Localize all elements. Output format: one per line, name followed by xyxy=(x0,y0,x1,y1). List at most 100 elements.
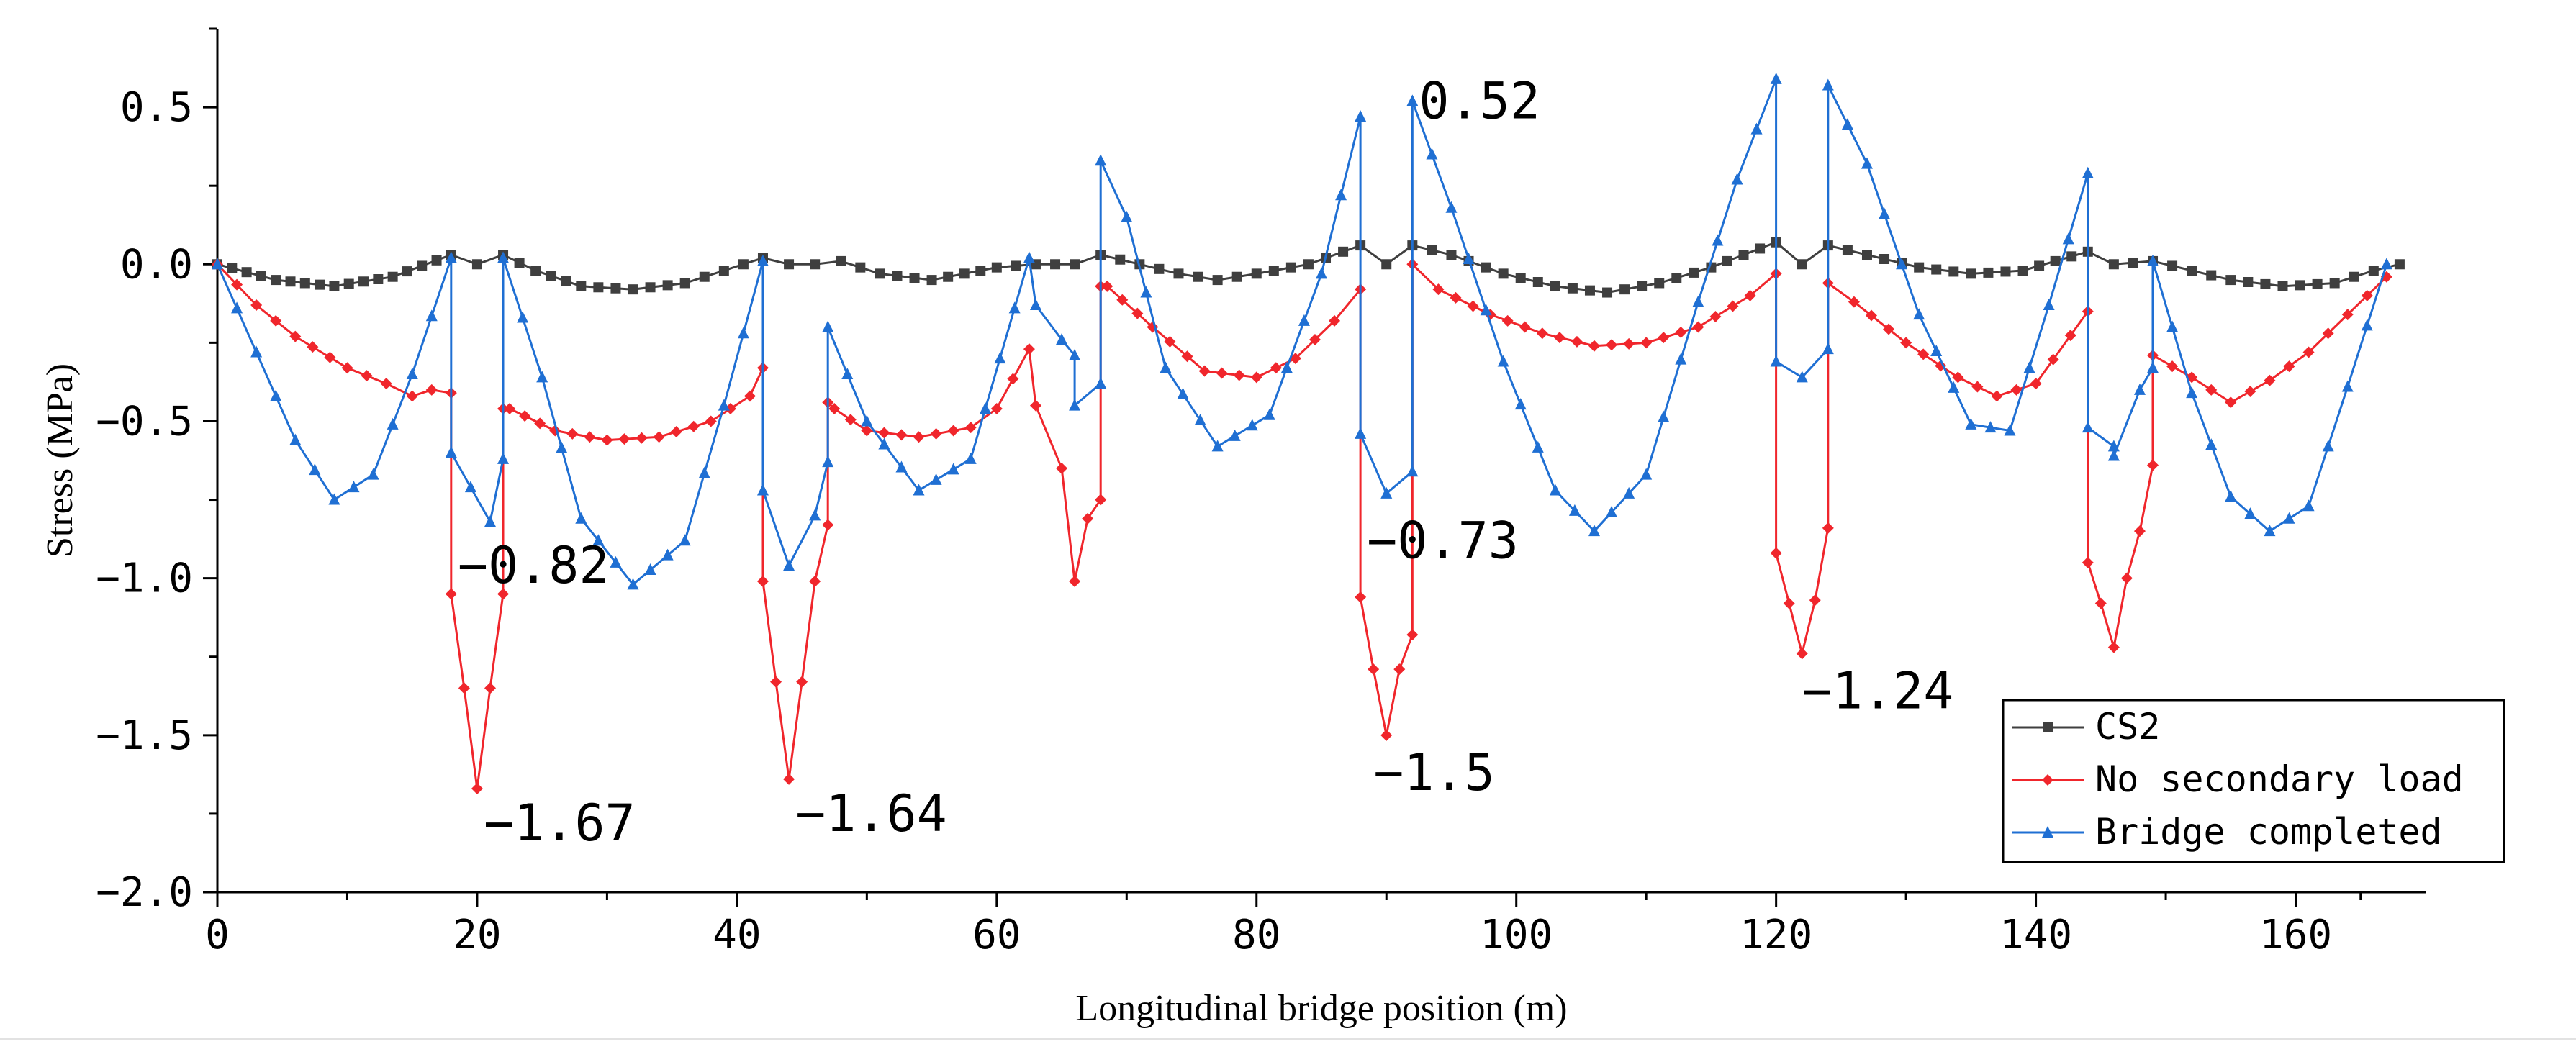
data-point xyxy=(1588,525,1600,537)
annotation-label: −0.82 xyxy=(458,536,610,595)
data-point xyxy=(2277,281,2288,291)
data-point xyxy=(994,352,1006,364)
data-point xyxy=(861,414,873,427)
data-point xyxy=(1095,377,1107,389)
data-point xyxy=(289,330,302,342)
data-point xyxy=(1532,440,1544,453)
data-point xyxy=(1380,486,1393,499)
data-point xyxy=(653,431,665,443)
data-point xyxy=(836,255,846,266)
data-point xyxy=(855,262,866,273)
data-point xyxy=(2225,490,2237,502)
data-point xyxy=(1164,335,1176,348)
data-point xyxy=(1770,547,1782,559)
data-point xyxy=(2107,440,2120,452)
data-point xyxy=(1914,262,1925,273)
annotation-label: 0.52 xyxy=(1419,71,1540,130)
annotation-label: −1.24 xyxy=(1802,662,1954,721)
data-point xyxy=(2322,440,2334,452)
data-point xyxy=(796,676,808,688)
data-point xyxy=(1861,157,1873,169)
data-point xyxy=(2047,353,2059,366)
data-point xyxy=(1121,210,1133,222)
data-point xyxy=(1536,327,1548,340)
x-tick-label: 60 xyxy=(972,912,1021,958)
data-point xyxy=(738,259,749,270)
data-point xyxy=(464,481,476,493)
data-point xyxy=(698,466,710,478)
data-point xyxy=(2264,374,2276,386)
data-point xyxy=(1796,648,1808,660)
data-point xyxy=(1744,289,1756,301)
data-point xyxy=(783,559,795,571)
x-tick-label: 100 xyxy=(1480,912,1553,958)
data-point xyxy=(2166,320,2179,332)
data-point xyxy=(1948,381,1960,393)
data-point xyxy=(1515,273,1526,283)
data-point xyxy=(2322,327,2334,340)
data-point xyxy=(2064,330,2076,342)
data-point xyxy=(1309,334,1321,345)
data-point xyxy=(822,455,834,468)
data-point xyxy=(387,271,398,282)
data-point xyxy=(1501,314,1514,327)
data-point xyxy=(1355,427,1367,439)
data-point xyxy=(566,427,579,440)
data-point xyxy=(1930,345,1943,356)
data-point xyxy=(250,299,263,311)
data-point xyxy=(546,271,556,281)
data-point xyxy=(990,403,1003,414)
data-point xyxy=(756,254,769,266)
data-point xyxy=(556,441,568,453)
data-point xyxy=(2042,826,2053,838)
data-point xyxy=(2094,597,2107,609)
data-point xyxy=(1007,373,1019,385)
data-point xyxy=(2341,309,2354,321)
data-point xyxy=(519,410,531,422)
data-point xyxy=(561,276,571,286)
data-point xyxy=(307,341,319,353)
data-point xyxy=(1658,410,1670,422)
data-point xyxy=(1532,277,1543,287)
data-point xyxy=(2050,255,2061,266)
data-point xyxy=(1602,287,1613,298)
data-point xyxy=(1553,332,1565,344)
data-point xyxy=(875,268,885,279)
data-point xyxy=(1809,594,1821,607)
x-tick-label: 40 xyxy=(713,912,761,958)
data-point xyxy=(2043,722,2053,732)
data-point xyxy=(627,578,639,590)
data-point xyxy=(1285,262,1296,273)
data-point xyxy=(1588,340,1600,352)
data-point xyxy=(1770,355,1782,367)
data-point xyxy=(1355,591,1367,603)
data-point xyxy=(2010,384,2023,396)
data-point xyxy=(514,258,525,268)
data-point xyxy=(1069,576,1081,587)
data-point xyxy=(1606,506,1618,517)
data-point xyxy=(705,415,717,427)
data-point xyxy=(1913,308,1925,320)
data-point xyxy=(892,271,903,281)
data-point xyxy=(1154,263,1165,274)
data-point xyxy=(1841,118,1853,130)
data-point xyxy=(1750,122,1763,135)
legend-box xyxy=(2002,699,2505,863)
data-point xyxy=(387,417,399,430)
x-tick-label: 0 xyxy=(205,912,230,958)
data-point xyxy=(1212,275,1223,286)
annotation-label: −1.64 xyxy=(795,784,947,843)
data-point xyxy=(1879,207,1891,219)
data-point xyxy=(2302,346,2315,358)
data-point xyxy=(1637,281,1648,291)
data-point xyxy=(1070,259,1080,270)
annotation-label: −0.73 xyxy=(1367,511,1519,570)
data-point xyxy=(809,509,821,521)
data-point xyxy=(1671,273,1682,283)
data-point xyxy=(1216,367,1228,379)
data-point xyxy=(231,278,243,291)
data-point xyxy=(309,463,321,476)
data-point xyxy=(1177,387,1189,399)
data-point xyxy=(497,452,510,464)
